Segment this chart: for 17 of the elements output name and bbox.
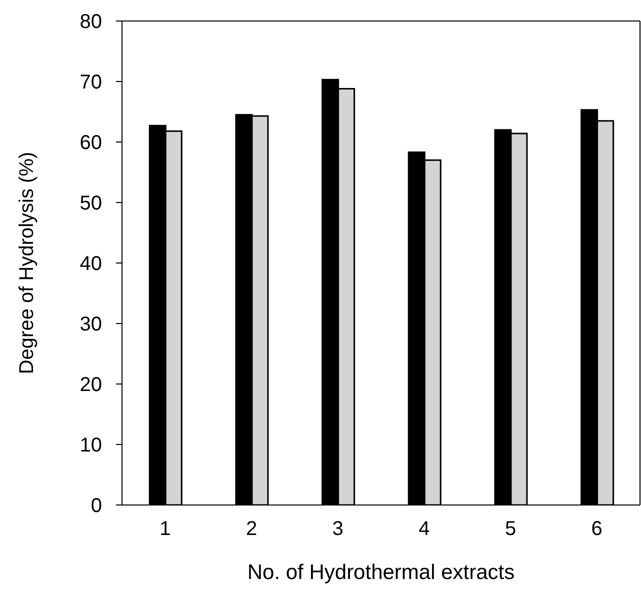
x-tick-label: 4	[418, 518, 430, 540]
x-tick-label: 5	[504, 518, 516, 540]
x-tick-label: 2	[246, 518, 258, 540]
x-tick-label: 6	[591, 518, 602, 540]
x-tick-label: 3	[332, 518, 344, 540]
y-tick-label: 10	[80, 434, 102, 457]
y-tick-label: 50	[80, 192, 102, 215]
y-tick-label: 0	[90, 495, 102, 518]
y-tick-label: 20	[80, 374, 102, 396]
y-tick-label: 70	[80, 72, 102, 94]
y-axis-title: Degree of Hydrolysis (%)	[16, 152, 38, 374]
y-tick-label: 60	[80, 132, 102, 154]
x-tick-label: 1	[160, 518, 171, 540]
y-tick-label: 40	[80, 253, 102, 276]
y-tick-label: 30	[80, 314, 102, 336]
y-tick-label: 80	[80, 11, 102, 34]
x-axis-title: No. of Hydrothermal extracts	[247, 561, 515, 584]
